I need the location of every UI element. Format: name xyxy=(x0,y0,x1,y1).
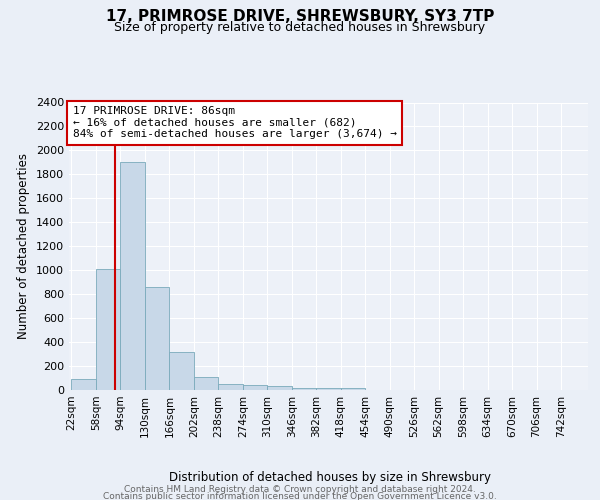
Text: 17 PRIMROSE DRIVE: 86sqm
← 16% of detached houses are smaller (682)
84% of semi-: 17 PRIMROSE DRIVE: 86sqm ← 16% of detach… xyxy=(73,106,397,140)
Bar xyxy=(96,269,121,390)
Bar xyxy=(341,388,365,390)
Bar xyxy=(145,287,169,390)
Y-axis label: Number of detached properties: Number of detached properties xyxy=(17,153,31,340)
Text: Size of property relative to detached houses in Shrewsbury: Size of property relative to detached ho… xyxy=(115,22,485,35)
Bar xyxy=(121,162,145,390)
Text: Contains HM Land Registry data © Crown copyright and database right 2024.: Contains HM Land Registry data © Crown c… xyxy=(124,484,476,494)
Bar xyxy=(218,384,243,390)
Bar xyxy=(194,377,218,390)
Bar xyxy=(71,379,96,390)
Text: Contains public sector information licensed under the Open Government Licence v3: Contains public sector information licen… xyxy=(103,492,497,500)
Bar xyxy=(316,388,341,390)
Bar xyxy=(292,388,316,390)
Bar xyxy=(267,386,292,390)
Text: Distribution of detached houses by size in Shrewsbury: Distribution of detached houses by size … xyxy=(169,471,491,484)
Bar xyxy=(243,384,267,390)
Text: 17, PRIMROSE DRIVE, SHREWSBURY, SY3 7TP: 17, PRIMROSE DRIVE, SHREWSBURY, SY3 7TP xyxy=(106,9,494,24)
Bar xyxy=(169,352,194,390)
